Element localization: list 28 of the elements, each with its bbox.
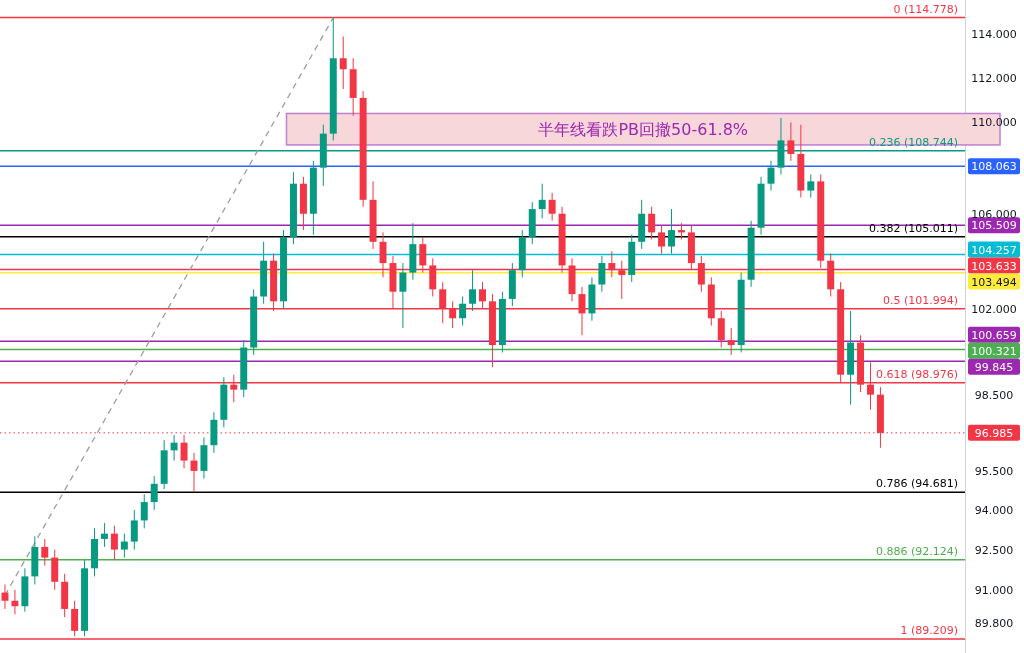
y-tick-label: 95.500 <box>974 464 1014 478</box>
ref-line-label: 99.845 <box>974 360 1014 374</box>
annotation: 0.382 (105.011) <box>868 221 958 235</box>
y-tick-label: 91.000 <box>974 583 1014 597</box>
y-tick-label: 94.000 <box>974 503 1014 517</box>
ref-line-label: 104.257 <box>971 243 1017 257</box>
ref-line-label: 100.321 <box>971 344 1017 358</box>
y-tick-label: 92.500 <box>974 543 1014 557</box>
band-label: 半年线看跌PB回撤50-61.8% <box>538 120 749 140</box>
annotation: 0.886 (92.124) <box>875 544 958 558</box>
annotation: 0.618 (98.976) <box>875 367 958 381</box>
y-tick-label: 112.000 <box>971 72 1017 85</box>
y-tick-label: 114.000 <box>971 28 1017 42</box>
annotation: 0.236 (108.744) <box>868 135 958 149</box>
ref-line-label: 103.494 <box>971 275 1017 289</box>
y-tick-label: 98.500 <box>974 388 1014 402</box>
ref-line-label: 100.659 <box>971 328 1017 342</box>
ref-line-label: 96.985 <box>974 426 1014 440</box>
annotation: 0.5 (101.994) <box>882 293 958 307</box>
annotation: 1 (89.209) <box>900 623 958 637</box>
ref-line-label: 105.509 <box>971 219 1017 233</box>
ref-line-label: 103.633 <box>971 259 1017 273</box>
annotation: 0.786 (94.681) <box>875 477 958 491</box>
y-tick-label: 89.800 <box>974 616 1014 630</box>
y-tick-label: 110.000 <box>971 116 1017 130</box>
ref-line-label: 108.063 <box>971 160 1017 174</box>
annotation: 0 (114.778) <box>893 2 958 16</box>
y-tick-label: 102.000 <box>971 302 1017 316</box>
